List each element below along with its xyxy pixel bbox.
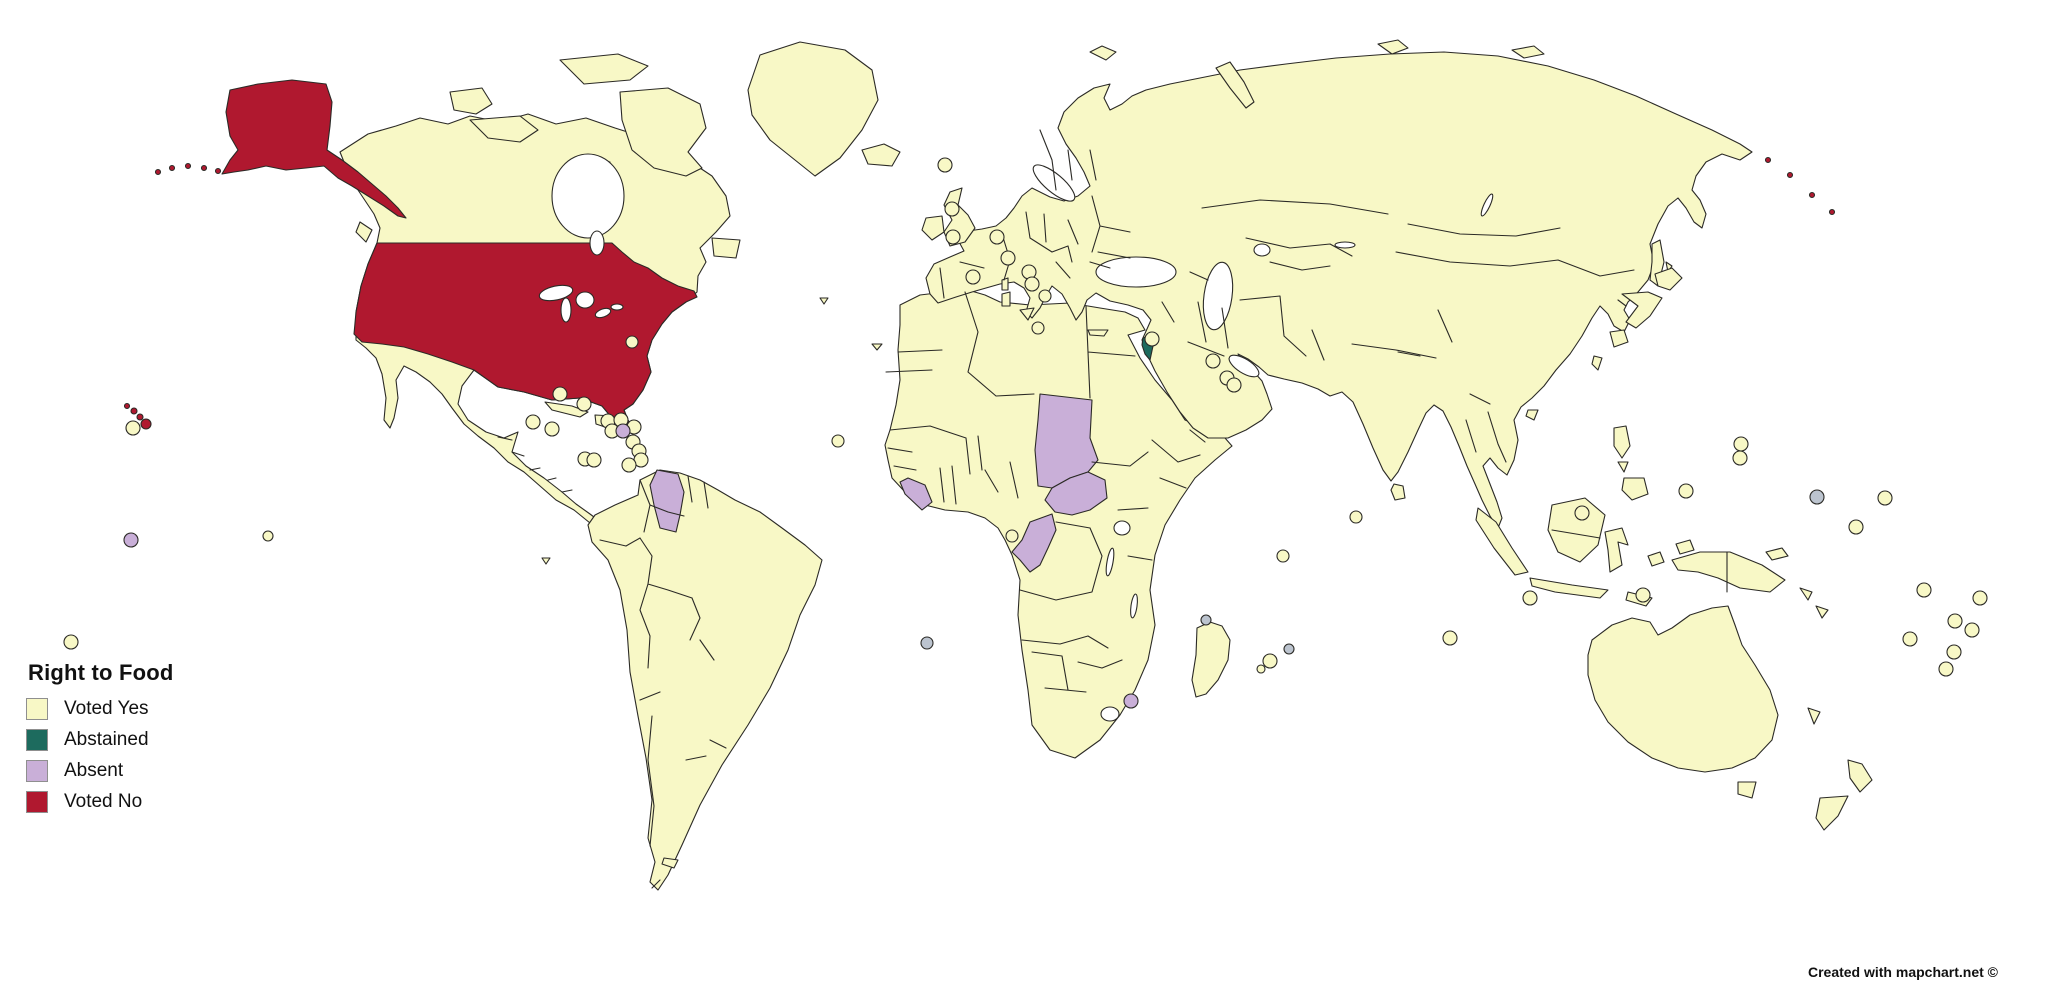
- region-south-america: [587, 469, 823, 891]
- legend-label-voted-no: Voted No: [64, 791, 143, 812]
- absent-island-circle-pacific: [123, 532, 139, 548]
- legend-label-abstained: Abstained: [64, 729, 149, 750]
- legend: Right to Food Voted Yes Abstained Absent…: [26, 660, 256, 822]
- no-data-circle-indian-ocean: [1283, 643, 1295, 655]
- country-liberia: [899, 477, 933, 511]
- hudson-bay: [551, 153, 625, 239]
- legend-swatch-voted-no: [26, 791, 48, 813]
- country-borders: [497, 129, 1728, 889]
- legend-item-voted-no: Voted No: [26, 791, 256, 813]
- lake-victoria: [1113, 520, 1131, 536]
- legend-title: Right to Food: [28, 660, 174, 685]
- attribution: Created with mapchart.net ©: [1807, 964, 1998, 980]
- legend-swatch-absent: [26, 760, 48, 782]
- persian-gulf: [1228, 354, 1260, 378]
- legend-swatch-voted-yes: [26, 698, 48, 720]
- country-united-states-hawaii: [123, 402, 152, 430]
- no-data-circle-pacific: [1809, 489, 1825, 505]
- country-central-african-republic: [1044, 471, 1108, 516]
- caspian-sea: [1202, 261, 1234, 331]
- country-guyana: [649, 469, 685, 533]
- country-united-states-alaska: [221, 79, 407, 219]
- country-republic-of-the-congo: [1011, 513, 1057, 573]
- microstate-circles: [63, 157, 1988, 709]
- region-madagascar: [1191, 621, 1231, 698]
- lesotho: [1100, 706, 1120, 722]
- legend-item-absent: Absent: [26, 760, 256, 782]
- legend-item-abstained: Abstained: [26, 729, 256, 751]
- legend-item-voted-yes: Voted Yes: [26, 698, 256, 720]
- no-data-circle-atlantic: [920, 636, 934, 650]
- legend-swatch-abstained: [26, 729, 48, 751]
- black-sea: [1095, 256, 1177, 288]
- absent-island-circle-caribbean: [615, 423, 631, 439]
- baltic-sea: [1032, 164, 1076, 202]
- region-greenland: [747, 41, 879, 177]
- region-australia: [1587, 605, 1779, 773]
- country-united-states: [353, 242, 698, 433]
- legend-label-voted-yes: Voted Yes: [64, 698, 149, 719]
- landmass-layer: [339, 39, 1873, 891]
- region-new-guinea: [1671, 551, 1786, 593]
- legend-label-absent: Absent: [64, 760, 124, 781]
- absent-island-circle-eswatini: [1123, 693, 1139, 709]
- lake-superior: [538, 284, 574, 302]
- no-data-circle-comoros: [1200, 614, 1212, 626]
